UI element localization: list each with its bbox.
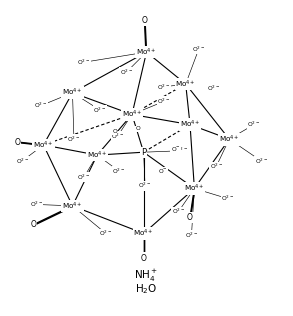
Text: O$^{2-}$: O$^{2-}$ [77, 172, 91, 181]
Text: Mo$^{4+}$: Mo$^{4+}$ [133, 228, 154, 239]
Text: O$^{2-}$: O$^{2-}$ [99, 229, 113, 238]
Text: O$^{2-}$: O$^{2-}$ [172, 207, 185, 216]
Text: O: O [142, 16, 148, 25]
Text: Mo$^{4+}$: Mo$^{4+}$ [62, 200, 83, 211]
Text: O$^{2-}$: O$^{2-}$ [34, 101, 47, 110]
Text: O: O [30, 220, 36, 229]
Text: O: O [112, 129, 117, 134]
Text: Mo$^{4+}$: Mo$^{4+}$ [62, 87, 83, 98]
Text: O$^{2-}$: O$^{2-}$ [120, 68, 133, 77]
Text: O$^{2-}$: O$^{2-}$ [207, 84, 220, 93]
Text: Mo$^{4+}$: Mo$^{4+}$ [219, 133, 240, 145]
Text: Mo$^{4+}$: Mo$^{4+}$ [122, 109, 142, 120]
Text: O$^{2-}$: O$^{2-}$ [247, 120, 260, 129]
Text: O$^{2-}$: O$^{2-}$ [16, 156, 29, 166]
Text: O$^{2-}$: O$^{2-}$ [67, 135, 81, 144]
Text: O: O [135, 126, 140, 131]
Text: Mo$^{4+}$: Mo$^{4+}$ [87, 149, 108, 161]
Text: O$^{-}$: O$^{-}$ [158, 167, 167, 175]
Text: NH$_4^+$: NH$_4^+$ [134, 267, 159, 283]
Text: O$^{2-}$: O$^{2-}$ [221, 194, 234, 203]
Text: P: P [141, 148, 146, 157]
Text: O$^{2-}$: O$^{2-}$ [209, 162, 223, 171]
Text: O$^{2-}$: O$^{2-}$ [185, 230, 198, 240]
Text: H$_2$O: H$_2$O [135, 282, 158, 296]
Text: Mo$^{4+}$: Mo$^{4+}$ [136, 46, 157, 58]
Text: O$^{2-}$: O$^{2-}$ [112, 167, 126, 176]
Text: O$^{2-}$: O$^{2-}$ [192, 45, 205, 54]
Text: O$^{2-}$: O$^{2-}$ [157, 97, 171, 106]
Text: O: O [14, 137, 20, 147]
Text: O$^{2-}$: O$^{2-}$ [255, 156, 268, 166]
Text: O$^{2-}$: O$^{2-}$ [93, 106, 107, 115]
Text: O$^{2-}$: O$^{2-}$ [77, 58, 91, 67]
Text: O$^{2-}$: O$^{2-}$ [157, 82, 171, 92]
Text: O$^{2-}$: O$^{2-}$ [138, 181, 152, 190]
Text: Mo$^{4+}$: Mo$^{4+}$ [184, 183, 205, 194]
Text: O$^{2-}$: O$^{2-}$ [175, 146, 188, 155]
Text: O$^{-}$: O$^{-}$ [171, 145, 180, 153]
Text: O: O [187, 213, 193, 222]
Text: O$^{2-}$: O$^{2-}$ [30, 200, 43, 209]
Text: Mo$^{4+}$: Mo$^{4+}$ [175, 78, 196, 90]
Text: Mo$^{4+}$: Mo$^{4+}$ [180, 119, 200, 130]
Text: O: O [141, 254, 146, 263]
Text: O$^{2-}$: O$^{2-}$ [111, 131, 124, 141]
Text: Mo$^{4+}$: Mo$^{4+}$ [33, 139, 54, 151]
